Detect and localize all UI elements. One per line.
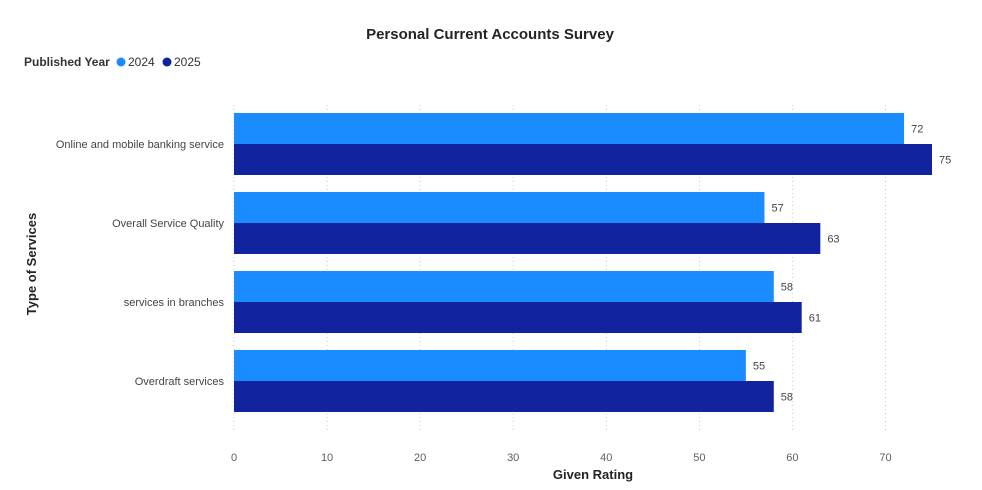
x-tick-label: 20 (414, 452, 426, 464)
x-tick-label: 0 (231, 452, 237, 464)
x-axis-label: Given Rating (553, 467, 633, 482)
x-tick-label: 50 (693, 452, 705, 464)
data-label: 58 (781, 392, 793, 404)
data-label: 61 (809, 313, 821, 325)
x-tick-label: 60 (786, 452, 798, 464)
data-label: 58 (781, 282, 793, 294)
data-label: 57 (771, 203, 783, 215)
x-tick-label: 40 (600, 452, 612, 464)
legend-entry-label[interactable]: 2024 (128, 55, 155, 69)
bar[interactable] (234, 271, 774, 302)
x-tick-label: 70 (879, 452, 891, 464)
bar[interactable] (234, 302, 802, 333)
legend[interactable]: Published Year 2024 2025 (24, 55, 201, 69)
bar-layer (234, 113, 932, 412)
y-category-label: Overdraft services (135, 376, 225, 388)
data-label: 63 (827, 234, 839, 246)
legend-entry-label[interactable]: 2025 (174, 55, 201, 69)
bar[interactable] (234, 350, 746, 381)
data-label: 55 (753, 361, 765, 373)
legend-title: Published Year (24, 55, 110, 69)
data-label: 75 (939, 155, 951, 167)
bar[interactable] (234, 113, 905, 144)
legend-marker (116, 57, 126, 67)
y-category-label: services in branches (124, 297, 225, 309)
y-category-label: Overall Service Quality (112, 218, 224, 230)
legend-marker (162, 57, 172, 67)
bar[interactable] (234, 144, 932, 175)
bar[interactable] (234, 381, 774, 412)
chart-title: Personal Current Accounts Survey (366, 26, 615, 43)
x-tick-label: 10 (321, 452, 333, 464)
bar[interactable] (234, 192, 765, 223)
y-axis-label: Type of Services (24, 213, 39, 315)
x-tick-label: 30 (507, 452, 519, 464)
label-layer: 0 10 20 30 40 50 60 70 Online and mobile banking… (56, 124, 951, 465)
bar[interactable] (234, 223, 821, 254)
y-category-label: Online and mobile banking service (56, 139, 224, 151)
data-label: 72 (911, 124, 923, 136)
